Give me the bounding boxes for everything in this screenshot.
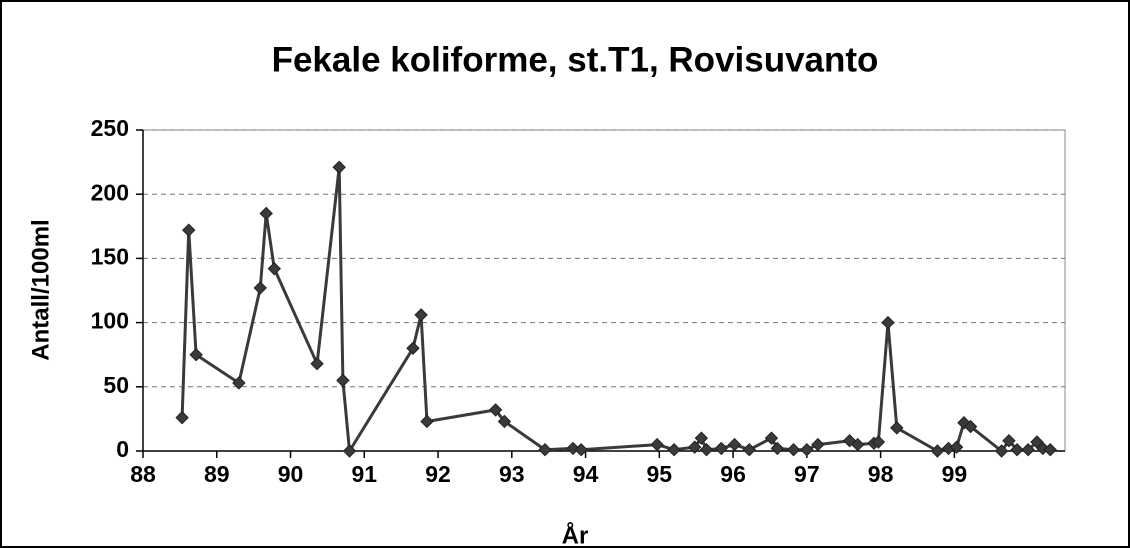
data-marker	[770, 441, 785, 456]
x-axis-label: År	[562, 521, 589, 548]
data-marker	[406, 341, 420, 355]
data-marker	[332, 160, 346, 174]
data-marker	[574, 443, 588, 457]
data-marker	[949, 440, 964, 454]
data-marker	[253, 281, 267, 295]
x-tick-label: 95	[647, 461, 673, 487]
y-tick-label: 100	[91, 308, 129, 334]
data-marker	[699, 443, 714, 457]
data-marker	[842, 434, 857, 448]
data-marker	[727, 437, 742, 452]
data-marker	[871, 435, 886, 449]
x-tick-label: 93	[499, 461, 525, 487]
y-axis-label: Antall/100ml	[27, 219, 54, 360]
y-tick-label: 250	[91, 115, 129, 141]
data-marker	[566, 441, 580, 456]
y-tick-label: 0	[116, 436, 129, 462]
x-tick-label: 90	[278, 461, 304, 487]
x-tick-label: 99	[942, 461, 968, 487]
data-marker	[488, 403, 503, 417]
y-tick-label: 50	[103, 372, 129, 398]
x-tick-label: 91	[351, 461, 377, 487]
data-marker	[742, 443, 757, 457]
data-marker	[881, 315, 895, 330]
chart-title: Fekale koliforme, st.T1, Rovisuvanto	[272, 40, 879, 79]
data-marker	[267, 261, 282, 276]
data-marker	[259, 206, 273, 221]
data-marker	[538, 443, 552, 457]
data-marker	[890, 421, 904, 435]
data-marker	[342, 444, 357, 458]
data-marker	[189, 347, 203, 362]
data-marker	[1002, 434, 1016, 448]
y-tick-label: 150	[91, 243, 129, 269]
data-marker	[714, 441, 728, 456]
data-marker	[232, 376, 246, 390]
data-marker	[786, 443, 801, 457]
x-tick-label: 88	[130, 461, 156, 487]
data-marker	[1010, 443, 1024, 457]
data-marker	[764, 431, 779, 445]
x-tick-label: 98	[868, 461, 894, 487]
data-marker	[667, 443, 681, 457]
data-marker	[930, 444, 945, 458]
data-marker	[414, 308, 428, 322]
data-marker	[851, 437, 865, 452]
data-marker	[800, 443, 814, 457]
data-marker	[688, 440, 702, 454]
data-marker	[1021, 443, 1035, 457]
data-marker	[694, 431, 709, 445]
y-tick-label: 200	[91, 179, 129, 205]
data-marker	[963, 419, 978, 434]
data-marker	[420, 414, 434, 429]
x-tick-label: 89	[204, 461, 230, 487]
data-marker	[182, 223, 196, 237]
x-tick-label: 96	[720, 461, 746, 487]
data-marker	[497, 414, 512, 429]
data-marker	[650, 437, 664, 452]
data-marker	[1043, 443, 1057, 457]
data-marker	[310, 356, 324, 371]
data-marker	[994, 444, 1009, 458]
data-marker	[957, 416, 971, 430]
x-tick-label: 97	[794, 461, 820, 487]
data-marker	[175, 410, 189, 425]
x-tick-label: 92	[425, 461, 451, 487]
data-marker	[811, 437, 825, 452]
data-marker	[336, 373, 350, 388]
x-tick-label: 94	[573, 461, 599, 487]
plot-area	[142, 129, 1066, 452]
